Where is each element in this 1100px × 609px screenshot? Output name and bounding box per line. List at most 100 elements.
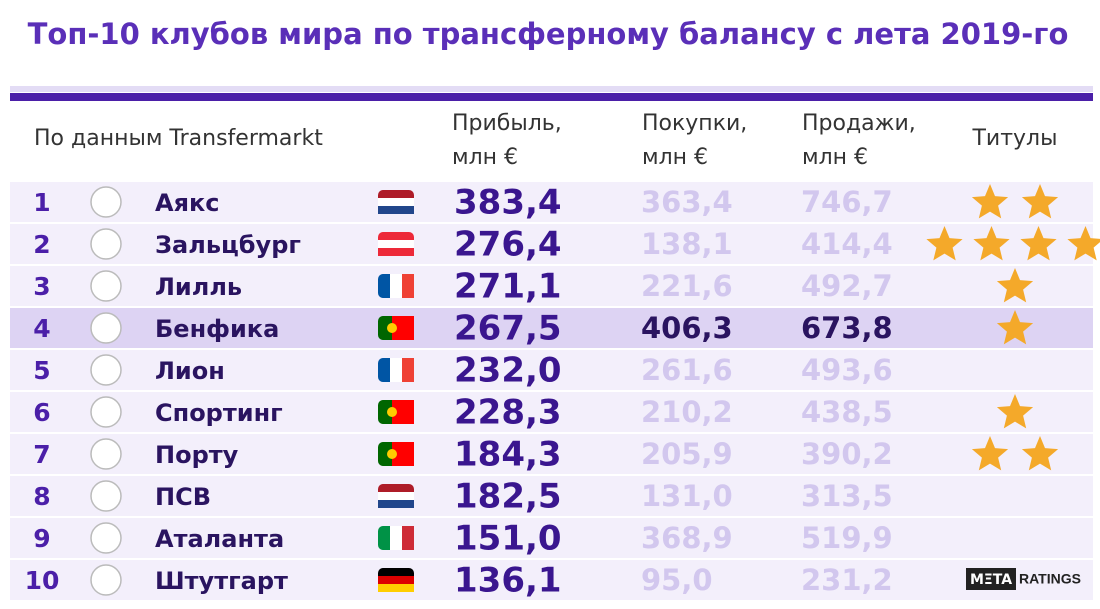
club-logo [90, 480, 122, 512]
buys: 138,1 [641, 227, 733, 261]
club: Зальцбург [155, 231, 301, 259]
title: Топ-10 клубов мира по трансферному балан… [28, 17, 1069, 51]
flag-stripe [390, 358, 402, 382]
profit: 271,1 [454, 267, 562, 307]
sells: 493,6 [801, 353, 893, 387]
row-bg [10, 434, 1093, 474]
club-logo [90, 354, 122, 386]
row-bg [10, 392, 1093, 432]
flag-emblem [387, 323, 397, 333]
row-bg [10, 560, 1093, 600]
rule-dark [10, 93, 1093, 101]
flag-stripe [402, 274, 414, 298]
flag-emblem [387, 407, 397, 417]
brand-box [966, 568, 1016, 590]
sells: 746,7 [801, 185, 893, 219]
brand: RATINGS [1019, 571, 1081, 587]
title-star [996, 310, 1034, 345]
title-star [971, 184, 1009, 219]
title-star [1021, 184, 1059, 219]
row-bg [10, 476, 1093, 516]
buys: 363,4 [641, 185, 733, 219]
header: Прибыль, [452, 111, 562, 136]
flag-stripe [378, 584, 414, 592]
row-bg [10, 308, 1093, 348]
title-star [996, 268, 1034, 303]
club-logo [90, 312, 122, 344]
rank: 1 [33, 188, 50, 217]
club: Аякс [155, 189, 220, 217]
row-bg [10, 350, 1093, 390]
brand: MΞTA [970, 572, 1012, 588]
flag-stripe [378, 240, 414, 248]
club-logo [90, 228, 122, 260]
row-bg [10, 266, 1093, 306]
club: Спортинг [155, 399, 283, 427]
rows: 1 Аякс 383,4 363,4 746,7 2 Зальцбург 276,4 138,1… [10, 182, 1100, 601]
club: Лион [155, 357, 225, 385]
club-logo [90, 522, 122, 554]
sells: 231,2 [801, 563, 893, 597]
club: Лилль [155, 273, 242, 301]
header: млн € [802, 145, 868, 170]
flag-stripe [378, 492, 414, 500]
profit: 276,4 [454, 225, 562, 265]
flag-stripe [392, 316, 414, 340]
club-logo [90, 270, 122, 302]
header: млн € [452, 145, 518, 170]
profit: 228,3 [454, 393, 562, 433]
flag-stripe [402, 526, 414, 550]
sells: 313,5 [801, 479, 893, 513]
source: По данным Transfermarkt [34, 126, 323, 151]
title-star [926, 226, 963, 261]
sells: 492,7 [801, 269, 893, 303]
club-logo [90, 564, 122, 596]
title-star [1021, 436, 1059, 471]
profit: 182,5 [454, 477, 562, 517]
club-logo [90, 396, 122, 428]
buys: 131,0 [641, 479, 733, 513]
profit: 151,0 [454, 519, 562, 559]
sells: 519,9 [801, 521, 893, 555]
header: Покупки, [642, 111, 747, 136]
rank: 6 [33, 398, 50, 427]
sells: 673,8 [801, 311, 893, 345]
buys: 406,3 [641, 311, 733, 345]
rank: 3 [33, 272, 50, 301]
buys: 205,9 [641, 437, 733, 471]
buys: 368,9 [641, 521, 733, 555]
buys: 210,2 [641, 395, 733, 429]
profit: 267,5 [454, 309, 562, 349]
row-bg [10, 224, 1093, 264]
club-logo [90, 438, 122, 470]
rank: 4 [33, 314, 50, 343]
flag-emblem [387, 449, 397, 459]
title-star [1067, 226, 1100, 261]
profit: 184,3 [454, 435, 562, 475]
rank: 10 [25, 566, 60, 595]
title-star [973, 226, 1010, 261]
rank: 9 [33, 524, 50, 553]
club: ПСВ [155, 483, 211, 511]
row-bg [10, 518, 1093, 558]
flag-stripe [378, 500, 414, 508]
club: Аталанта [155, 525, 284, 553]
club: Порту [155, 441, 239, 469]
title-star [1020, 226, 1057, 261]
sells: 438,5 [801, 395, 893, 429]
sells: 390,2 [801, 437, 893, 471]
title-star [996, 394, 1034, 429]
buys: 261,6 [641, 353, 733, 387]
rank: 5 [33, 356, 50, 385]
rule-light [10, 86, 1093, 92]
flag-stripe [392, 442, 414, 466]
buys: 221,6 [641, 269, 733, 303]
buys: 95,0 [641, 563, 713, 597]
rank: 8 [33, 482, 50, 511]
flag-stripe [378, 198, 414, 206]
rank: 2 [33, 230, 50, 259]
flag-stripe [390, 274, 402, 298]
row-bg [10, 182, 1093, 222]
club-logo [90, 186, 122, 218]
